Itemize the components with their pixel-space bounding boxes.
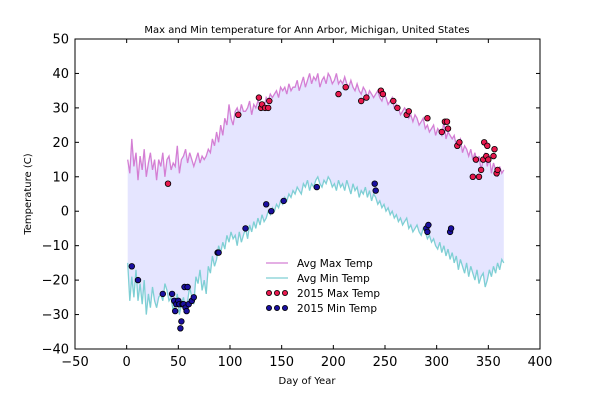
min-2015-point (371, 180, 378, 187)
max-2015-point (390, 97, 397, 105)
x-tick-label: 300 (424, 355, 449, 370)
legend-item: 2015 Max Temp (265, 288, 380, 300)
max-2015-point (424, 114, 431, 122)
temperature-range-band (127, 73, 504, 315)
min-2015-point (178, 318, 185, 325)
max-2015-point (475, 173, 483, 180)
y-tick-label: −20 (42, 274, 69, 289)
max-2015-point (405, 108, 412, 115)
legend-item: Avg Max Temp (266, 258, 373, 270)
min-2015-point (159, 290, 166, 298)
min-2015-point (313, 183, 320, 191)
y-tick-label: 40 (52, 67, 69, 82)
min-2015-point (134, 276, 142, 284)
max-2015-point (235, 111, 242, 118)
max-2015-point (266, 97, 273, 105)
max-2015-point (379, 90, 387, 98)
min-2015-point (425, 221, 432, 229)
x-tick-label: 200 (321, 355, 346, 370)
x-axis-label: Day of Year (279, 376, 337, 387)
max-2015-point (363, 94, 370, 101)
x-tick-label: 0 (123, 355, 131, 370)
max-2015-point (444, 125, 452, 132)
legend-item: 2015 Min Temp (265, 303, 377, 315)
plot-area (127, 71, 505, 332)
legend-swatch-marker (281, 304, 288, 311)
min-2015-point (183, 307, 190, 315)
legend-swatch-marker (273, 304, 280, 311)
legend-swatch-marker (273, 289, 280, 296)
min-2015-point (372, 187, 379, 194)
legend-label: Avg Max Temp (297, 258, 373, 270)
max-2015-point (477, 166, 485, 174)
min-2015-point (184, 283, 191, 291)
min-2015-point (177, 325, 184, 332)
min-2015-point (215, 249, 222, 256)
x-tick-label: 50 (170, 355, 187, 370)
max-2015-point (394, 104, 401, 112)
max-2015-point (342, 83, 349, 91)
min-2015-point (447, 225, 455, 232)
max-2015-point (469, 173, 476, 180)
min-2015-point (128, 263, 135, 270)
legend-swatch-marker (281, 289, 288, 296)
y-tick-label: −40 (42, 343, 69, 358)
chart-title: Max and Min temperature for Ann Arbor, M… (144, 25, 469, 36)
x-tick-label: 350 (476, 355, 501, 370)
y-axis-label: Temperature (C) (23, 153, 34, 235)
legend-label: 2015 Max Temp (297, 288, 380, 300)
max-2015-point (265, 104, 272, 112)
x-tick-label: −50 (61, 355, 88, 370)
axes-frame (74, 38, 541, 350)
x-axis: −50 0 50 100 150 200 250 300 350 400 (61, 39, 552, 370)
legend: Avg Max Temp Avg Min Temp 2015 Max Temp 201… (265, 258, 380, 315)
max-2015-point (164, 180, 172, 187)
y-tick-label: 0 (61, 205, 69, 220)
y-tick-label: −10 (42, 239, 69, 254)
legend-label: Avg Min Temp (297, 273, 370, 285)
max-2015-point (490, 152, 497, 160)
max-2015-point (255, 94, 263, 101)
x-tick-label: 150 (269, 355, 294, 370)
y-tick-label: −30 (42, 308, 69, 323)
legend-swatch-marker (265, 289, 272, 296)
max-2015-point (438, 128, 445, 136)
y-axis: −40 −30 −20 −10 0 10 20 30 40 50 (42, 33, 540, 358)
min-2015-point (263, 201, 270, 208)
avg-min-temp-line (127, 175, 505, 315)
min-2015-point (268, 207, 275, 215)
min-2015-point (280, 197, 287, 205)
max-2015-point (484, 142, 491, 149)
min-2015-point (424, 228, 431, 236)
x-tick-label: 100 (218, 355, 243, 370)
max-2015-point (485, 156, 492, 163)
legend-item: Avg Min Temp (266, 273, 370, 285)
x-tick-label: 250 (373, 355, 398, 370)
max-2015-point (335, 90, 342, 98)
min-2015-point (242, 225, 249, 232)
max-2015-point (472, 156, 480, 163)
y-tick-label: 50 (52, 33, 69, 48)
max-2015-point (358, 97, 365, 105)
legend-swatch-marker (265, 304, 272, 311)
min-2015-point (171, 307, 179, 315)
min-2015-point (190, 294, 197, 301)
max-2015-point (491, 145, 498, 153)
max-2015-point (456, 139, 463, 146)
x-tick-label: 400 (528, 355, 553, 370)
y-tick-label: 10 (52, 170, 69, 185)
max-2015-point (494, 166, 501, 174)
max-2015-point (443, 118, 451, 125)
y-tick-label: 20 (52, 136, 69, 151)
min-2015-point (168, 290, 176, 298)
legend-label: 2015 Min Temp (297, 303, 377, 315)
y-tick-label: 30 (52, 101, 69, 116)
